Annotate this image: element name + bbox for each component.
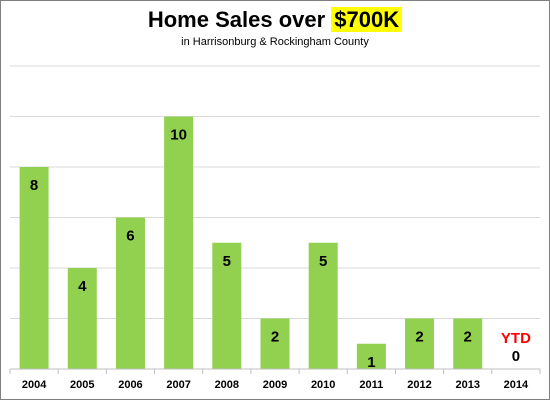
data-label-2012: 2 xyxy=(415,329,423,346)
chart-subtitle: in Harrisonburg & Rockingham County xyxy=(181,36,369,48)
ytd-annotation: YTD xyxy=(501,330,531,347)
bar-2010 xyxy=(308,242,338,369)
data-label-2006: 6 xyxy=(126,228,134,245)
data-label-2009: 2 xyxy=(271,329,279,346)
x-tick-label-2004: 2004 xyxy=(22,379,47,391)
bar-2005 xyxy=(67,268,97,369)
bar-2013 xyxy=(453,318,483,369)
bar-2007 xyxy=(164,116,194,369)
x-tick-label-2011: 2011 xyxy=(359,379,383,391)
x-tick-label-2010: 2010 xyxy=(311,379,335,391)
bar-2012 xyxy=(405,318,435,369)
data-label-2007: 10 xyxy=(170,127,187,144)
x-tick-label-2006: 2006 xyxy=(118,379,142,391)
x-tick-label-2008: 2008 xyxy=(215,379,239,391)
x-tick-label-2014: 2014 xyxy=(504,379,529,391)
data-label-2005: 4 xyxy=(78,278,87,295)
x-tick-label-2012: 2012 xyxy=(407,379,431,391)
data-label-2013: 2 xyxy=(464,329,472,346)
chart-title: Home Sales over $700K xyxy=(0,6,550,34)
chart-title-prefix: Home Sales over xyxy=(147,7,332,32)
x-tick-label-2005: 2005 xyxy=(70,379,94,391)
data-label-2014: 0 xyxy=(512,348,520,365)
bar-2004 xyxy=(19,167,49,369)
chart-title-highlight: $700K xyxy=(331,7,403,32)
bar-2011 xyxy=(356,343,386,369)
bar-2006 xyxy=(115,217,145,369)
data-label-2011: 1 xyxy=(367,354,375,371)
x-tick-label-2007: 2007 xyxy=(166,379,190,391)
x-tick-label-2013: 2013 xyxy=(455,379,479,391)
data-label-2010: 5 xyxy=(319,253,327,270)
data-label-2004: 8 xyxy=(30,177,38,194)
bar-2009 xyxy=(260,318,290,369)
data-label-2008: 5 xyxy=(223,253,231,270)
x-tick-label-2009: 2009 xyxy=(263,379,287,391)
bar-2008 xyxy=(212,242,242,369)
